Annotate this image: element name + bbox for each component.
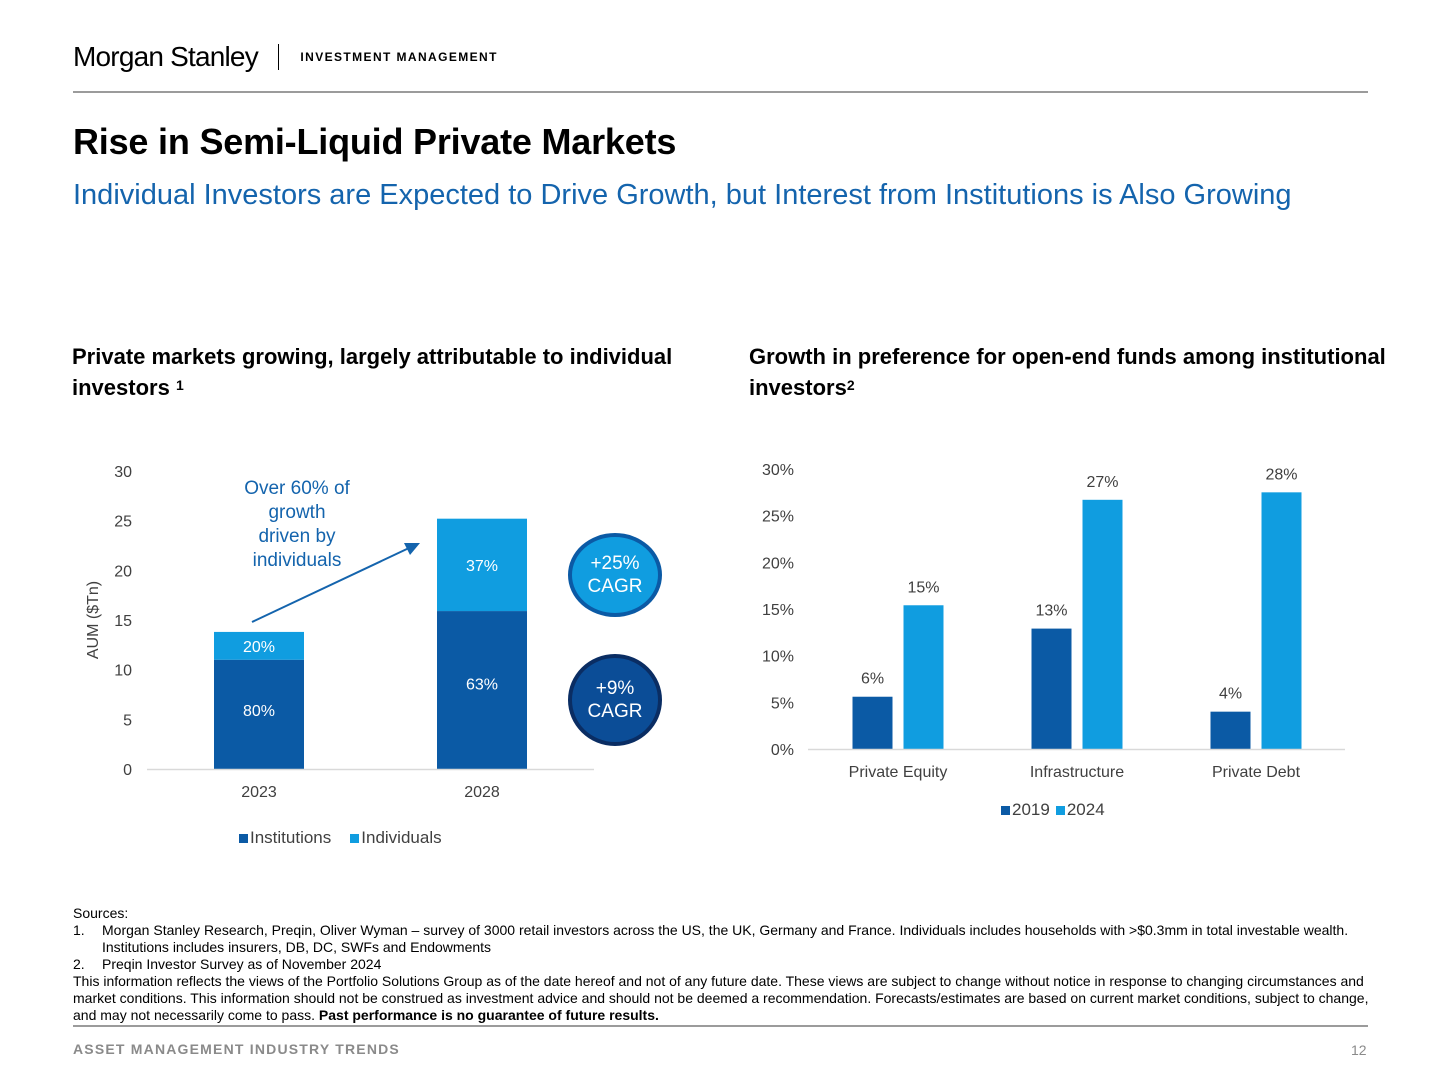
legend-label-2024: 2024 xyxy=(1066,800,1105,819)
y-tick-label: 20 xyxy=(114,563,132,580)
bar-2019-infrastructure xyxy=(1031,628,1072,749)
y-tick-label: 25 xyxy=(114,514,132,531)
page-subtitle: Individual Investors are Expected to Dri… xyxy=(73,179,1292,211)
y-tick-label: 10% xyxy=(762,649,794,666)
page-title: Rise in Semi-Liquid Private Markets xyxy=(73,121,677,162)
source-text: Morgan Stanley Research, Preqin, Oliver … xyxy=(102,922,1349,955)
y-tick-label: 5 xyxy=(123,712,132,729)
x-tick-label: 2028 xyxy=(464,784,500,801)
legend-label-institutions: Institutions xyxy=(250,828,332,847)
legend-label-2019: 2019 xyxy=(1012,800,1050,819)
sources-heading: Sources: xyxy=(73,905,129,921)
x-tick-label: Private Equity xyxy=(849,764,948,781)
right-chart-legend: 2019 2024 xyxy=(1001,800,1124,820)
legend-swatch-2024 xyxy=(1055,805,1065,815)
y-tick-label: 15% xyxy=(762,602,794,619)
growth-arrow-head xyxy=(404,543,420,555)
institutions-cagr-label: CAGR xyxy=(587,701,643,722)
open-end-preference-bar-chart: 0% 5% 10% 15% 20% 25% 30% 6% 15% Private Equity 13… xyxy=(762,462,1345,781)
footer-section: ASSET MANAGEMENT INDUSTRY TRENDS xyxy=(73,1041,400,1057)
bar-institutions-2028 xyxy=(437,611,527,769)
bar-data-label: 15% xyxy=(907,579,939,596)
source-text: Preqin Investor Survey as of November 20… xyxy=(102,956,382,972)
y-tick-label: 0 xyxy=(123,762,132,779)
source-number: 1. xyxy=(73,922,85,938)
disclaimer-text: This information reflects the views of t… xyxy=(73,973,1369,1023)
page-number: 12 xyxy=(1351,1042,1367,1058)
aum-stacked-bar-chart: 0 5 10 15 20 25 30 AUM ($Tn) 80% 20% 2023 63% 37% 202… xyxy=(85,464,594,801)
disclaimer: This information reflects the views of t… xyxy=(73,973,1373,1024)
y-tick-label: 15 xyxy=(114,613,132,630)
institutions-cagr-badge: +9% CAGR xyxy=(568,654,662,746)
right-chart-footnote-ref: 2 xyxy=(846,377,855,393)
x-tick-label: 2023 xyxy=(241,784,277,801)
y-tick-label: 10 xyxy=(114,663,132,680)
bar-data-label: 63% xyxy=(466,677,498,694)
sources-block: Sources: 1. Morgan Stanley Research, Preq… xyxy=(73,905,1373,1024)
footer-rule xyxy=(73,1025,1368,1027)
y-tick-label: 5% xyxy=(771,695,794,712)
legend-swatch-2019 xyxy=(1001,805,1010,815)
bar-institutions-2023 xyxy=(214,659,304,769)
bar-2024-infrastructure xyxy=(1082,499,1123,749)
legend-swatch-individuals xyxy=(350,833,360,843)
bar-data-label: 37% xyxy=(466,558,498,575)
growth-annotation: Over 60% of growth driven by individuals xyxy=(244,478,350,571)
legend-swatch-institutions xyxy=(239,833,248,843)
individuals-cagr-label: CAGR xyxy=(587,576,643,597)
bar-data-label: 80% xyxy=(243,703,275,720)
bar-individuals-2028 xyxy=(437,518,527,612)
disclaimer-bold: Past performance is no guarantee of futu… xyxy=(318,1007,659,1023)
y-tick-label: 30 xyxy=(114,464,132,481)
x-tick-label: Private Debt xyxy=(1212,764,1301,781)
source-item: 2. Preqin Investor Survey as of November … xyxy=(73,956,1373,973)
bar-2019-private-debt xyxy=(1210,711,1251,749)
bar-data-label: 27% xyxy=(1086,474,1118,491)
y-tick-label: 20% xyxy=(762,555,794,572)
bar-2024-private-debt xyxy=(1261,492,1302,749)
legend-item-institutions: Institutions xyxy=(239,828,331,848)
legend-item-individuals: Individuals xyxy=(350,828,442,848)
bar-individuals-2023 xyxy=(214,631,304,660)
individuals-cagr-badge: +25% CAGR xyxy=(568,533,662,617)
source-number: 2. xyxy=(73,956,85,972)
bar-2019-private-equity xyxy=(852,696,893,749)
bar-data-label: 20% xyxy=(243,639,275,656)
bar-data-label: 13% xyxy=(1035,603,1067,620)
left-chart-heading: Private markets growing, largely attribu… xyxy=(72,341,702,403)
bar-data-label: 4% xyxy=(1219,686,1242,703)
bar-data-label: 28% xyxy=(1265,466,1297,483)
growth-arrow-line xyxy=(251,547,410,623)
header-rule xyxy=(73,91,1368,93)
left-chart-legend: Institutions Individuals xyxy=(239,828,461,848)
brand-divider xyxy=(277,44,280,70)
institutions-cagr-value: +9% xyxy=(595,678,635,699)
source-item: 1. Morgan Stanley Research, Preqin, Olive… xyxy=(73,922,1373,956)
y-tick-label: 25% xyxy=(762,509,794,526)
bar-2024-private-equity xyxy=(903,605,944,749)
y-tick-label: 0% xyxy=(771,742,794,759)
left-chart-heading-text: Private markets growing, largely attribu… xyxy=(72,344,673,400)
bar-data-label: 6% xyxy=(861,671,884,688)
sources-list: 1. Morgan Stanley Research, Preqin, Olive… xyxy=(73,922,1373,973)
individuals-cagr-value: +25% xyxy=(590,553,640,574)
right-chart-heading: Growth in preference for open-end funds … xyxy=(749,341,1389,403)
left-chart-footnote-ref: 1 xyxy=(175,377,184,393)
brand-logo: Morgan Stanley xyxy=(73,41,259,72)
y-axis-label: AUM ($Tn) xyxy=(85,581,102,659)
y-tick-label: 30% xyxy=(762,462,794,479)
x-tick-label: Infrastructure xyxy=(1030,764,1124,781)
legend-item-2024: 2024 xyxy=(1055,800,1105,820)
legend-label-individuals: Individuals xyxy=(361,828,442,847)
right-chart-heading-text: Growth in preference for open-end funds … xyxy=(749,344,1386,400)
brand-division: INVESTMENT MANAGEMENT xyxy=(300,50,498,64)
legend-item-2019: 2019 xyxy=(1001,800,1050,820)
brand-header: Morgan Stanley INVESTMENT MANAGEMENT xyxy=(73,40,498,74)
